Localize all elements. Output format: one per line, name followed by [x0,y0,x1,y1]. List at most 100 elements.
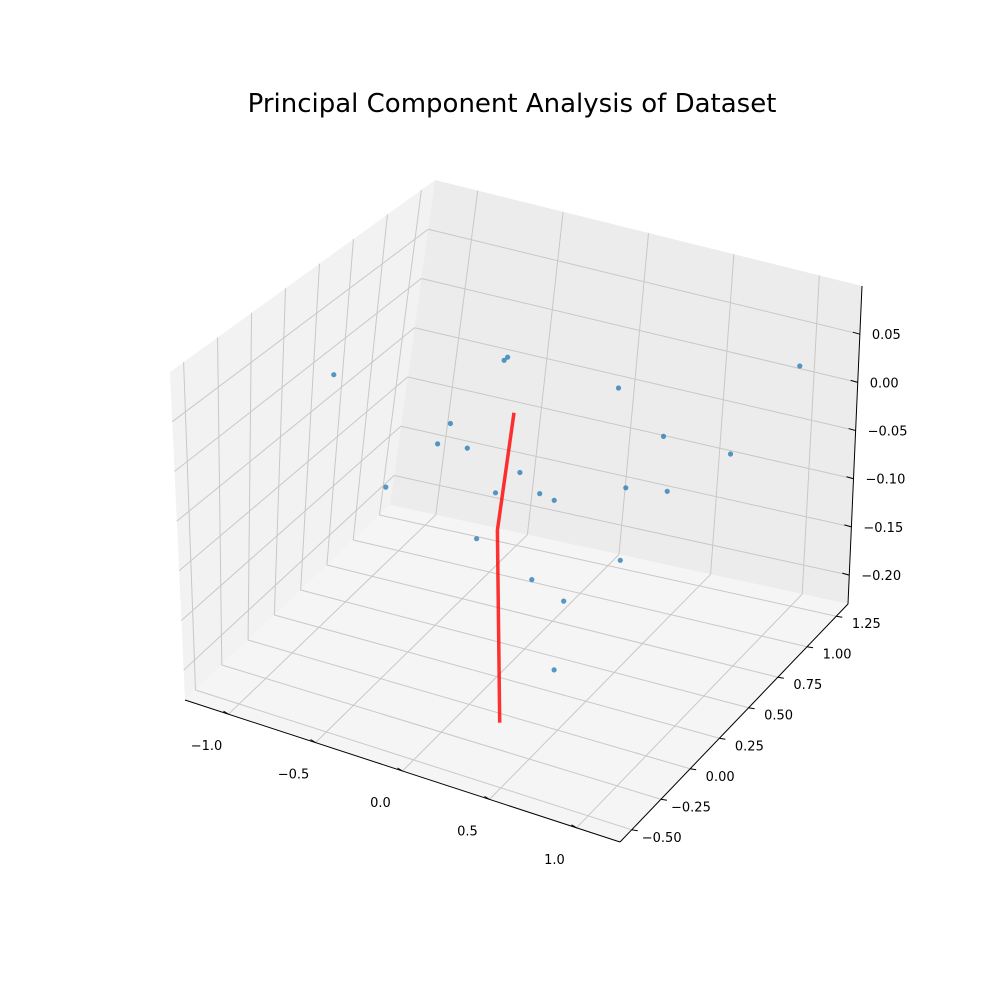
x-tick-mark [484,795,490,800]
z-tick-mark [846,476,854,480]
grid-line-y-floor [300,589,749,709]
y-tick-label: 1.25 [852,617,881,632]
z-tick-mark [852,331,861,335]
grid-line-y-left [273,288,287,616]
scatter-point [617,557,623,563]
z-tick-label: 0.05 [872,328,901,343]
x-tick-label: 0.5 [457,824,478,839]
grid-line-z-left [183,475,395,671]
z-axis-line [847,285,863,605]
scatter-point [623,485,629,491]
scatter-point [492,490,499,496]
grid-line-z-left [171,228,429,423]
grid-line-y-floor [353,539,808,648]
grid-line-y-floor [221,664,662,800]
grid-line-y-left [217,337,223,666]
grid-line-z-back [414,327,856,432]
grid-line-y-left [183,362,197,691]
y-tick-mark [777,676,784,679]
scatter-point [664,488,670,494]
x-tick-mark [223,710,229,715]
scatter-point [501,357,507,363]
y-tick-label: −0.25 [671,800,711,815]
scatter-point [561,598,567,604]
z-tick-label: −0.10 [866,473,906,488]
axis-ticks: −1.0 −0.5 0.0 0.5 1.0 −0.50 −0.25 0.00 0.250.50 0… [191,328,908,868]
grid-line-x-floor [402,554,620,772]
scatter-point [474,536,480,542]
y-tick-mark [660,798,668,801]
grid-line-y-left [300,263,320,591]
x-tick-mark [310,739,316,744]
grid-line-z-back [421,277,858,383]
x-tick-mark [397,767,403,772]
grid-line-y-left [352,214,388,541]
grid-line-z-left [176,327,415,522]
y-tick-mark [690,768,697,771]
x-tick-label: −1.0 [191,739,223,754]
scatter-point [447,420,453,427]
z-tick-mark [844,524,852,528]
z-tick-label: −0.20 [861,569,901,584]
grid-line-z-back [428,228,860,335]
pane-left [170,180,435,700]
grid-line-z-back [407,376,854,480]
z-tick-label: 0.00 [870,376,899,391]
grid-line-x-floor [315,534,528,743]
grid-line-x-back [526,211,564,535]
grid-line-y-floor [326,564,778,678]
y-tick-label: 0.75 [793,678,822,693]
grid-line-x-back [801,275,820,595]
x-tick-label: 0.0 [370,796,391,811]
grid-line-z-left [181,425,402,621]
grid-line-y-left [247,312,253,641]
scatter-point [435,441,441,447]
y-tick-label: 0.00 [706,770,735,785]
grid-line-y-left [326,239,354,566]
grid-line-z-left [178,376,409,572]
data-marks [331,354,803,723]
x-tick-label: −0.5 [278,768,310,783]
y-axis-line [619,603,849,843]
axes-panes [170,180,862,842]
scatter-point [551,667,557,673]
z-tick-label: −0.05 [868,425,908,440]
scatter-point [464,445,470,451]
grid-line-y-floor [195,689,632,831]
pane-back [390,180,862,604]
z-tick-mark [842,572,850,576]
scatter-point [551,497,557,503]
scatter-point [797,363,803,369]
scatter-point [529,577,535,583]
grid-line-z-back [393,474,850,576]
chart-title: Principal Component Analysis of Dataset [248,89,777,119]
grid-line-x-back [618,232,649,555]
y-tick-label: 1.00 [823,648,852,663]
scatter-point [505,354,511,360]
scatter-point [660,433,667,439]
y-tick-mark [836,615,843,618]
x-tick-mark [571,824,577,829]
scatter-point [383,484,389,490]
y-tick-mark [748,707,755,710]
grid-lines [171,189,860,831]
scatter-point [517,469,523,476]
grid-line-x-floor [489,573,711,800]
z-tick-mark [850,379,858,383]
y-tick-label: 0.50 [764,709,793,724]
grid-line-y-floor [274,614,720,739]
scatter-point [331,372,337,378]
grid-line-y-floor [247,639,691,770]
z-tick-mark [848,428,856,432]
scatter-point [615,385,622,391]
scatter-point [537,491,543,497]
y-tick-label: −0.50 [642,831,682,846]
grid-line-z-left [174,278,422,472]
grid-line-z-back [400,425,852,528]
z-tick-label: −0.15 [863,521,903,536]
pane-floor [185,505,848,842]
y-tick-mark [806,646,814,649]
grid-line-x-back [710,254,735,575]
y-tick-label: 0.25 [735,739,764,754]
